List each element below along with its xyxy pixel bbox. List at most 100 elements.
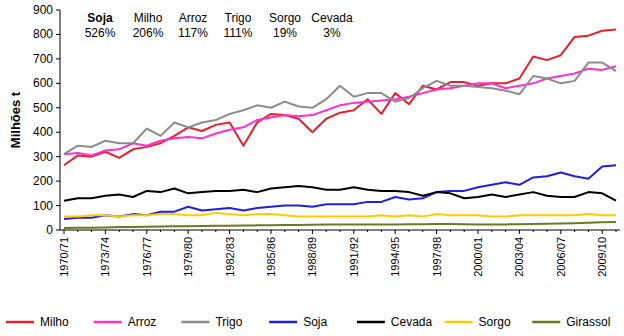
x-tick-label: 1988/89 [306,237,318,277]
x-tick-label: 2000/01 [472,237,484,277]
x-tick [616,230,617,232]
legend-label: Girassol [566,315,610,329]
annotation-label: Milho [134,11,163,25]
x-tick-label: 1979/80 [182,237,194,277]
series-line [64,63,616,155]
annotation-label: Trigo [225,11,252,25]
legend-label: Sorgo [479,315,511,329]
series-line [64,165,616,219]
legend-label: Arroz [128,315,157,329]
annotation-text: 3% [323,26,341,40]
annotation-label: Sorgo [269,11,301,25]
x-tick [353,230,354,234]
legend-swatch [445,321,473,324]
y-tick-label: 100 [33,199,53,213]
series-line [64,30,616,166]
x-tick-label: 1973/74 [99,237,111,277]
x-tick [133,230,134,232]
x-tick [505,230,506,232]
legend-swatch [532,321,560,324]
x-tick [243,230,244,232]
x-tick-label: 2006/07 [555,237,567,277]
legend-swatch [357,321,385,324]
series-line [64,186,616,201]
annotation-text: 111% [224,26,253,40]
annotation-label: Soja [87,11,113,25]
y-tick-label: 800 [33,27,53,41]
x-tick-label: 1970/71 [58,237,70,277]
x-tick [547,230,548,232]
y-tick [56,132,60,133]
x-tick [271,230,272,234]
x-tick [450,230,451,232]
x-tick-label: 2003/04 [513,237,525,277]
y-tick [56,34,60,35]
x-tick [436,230,437,234]
x-tick [478,230,479,234]
chart: 0100200300400500600700800900Milhões t197… [0,0,624,336]
legend-swatch [269,321,297,324]
y-tick-label: 700 [33,52,53,66]
x-tick [146,230,147,234]
y-tick [56,156,60,157]
y-tick [56,230,60,231]
x-tick [588,230,589,232]
x-tick-label: 1982/83 [224,237,236,277]
legend-label: Trigo [215,315,242,329]
series-line [64,66,616,155]
x-tick [381,230,382,232]
x-tick [188,230,189,234]
x-tick-label: 1997/98 [431,237,443,277]
x-tick [298,230,299,232]
x-tick [464,230,465,232]
x-tick [119,230,120,232]
annotation-text: 206% [133,26,164,40]
annotation-text: 19% [273,26,297,40]
x-tick [284,230,285,232]
series-line [64,222,616,228]
y-tick-label: 900 [33,3,53,17]
y-tick-label: 200 [33,174,53,188]
x-tick [409,230,410,232]
legend: MilhoArrozTrigoSojaCevadaSorgoGirassol [6,315,610,329]
y-tick-label: 600 [33,76,53,90]
x-tick [422,230,423,232]
plot-lines [64,30,616,228]
legend-swatch [181,321,209,324]
x-tick [340,230,341,232]
x-tick [395,230,396,234]
x-tick [560,230,561,234]
x-tick [533,230,534,232]
y-tick [56,58,60,59]
y-tick [56,83,60,84]
x-tick [519,230,520,234]
legend-swatch [94,321,122,324]
x-tick [326,230,327,232]
y-tick [56,10,60,11]
y-axis-label: Milhões t [8,91,23,148]
legend-label: Cevada [391,315,433,329]
annotation-label: Cevada [311,11,353,25]
y-tick [56,107,60,108]
y-tick [56,181,60,182]
y-tick-label: 300 [33,150,53,164]
x-tick [215,230,216,232]
x-tick [312,230,313,234]
x-tick [602,230,603,234]
y-tick-label: 0 [46,223,53,237]
x-tick [229,230,230,234]
x-tick-label: 1994/95 [389,237,401,277]
x-tick [202,230,203,232]
y-tick-label: 500 [33,101,53,115]
annotation-label: Arroz [179,11,208,25]
series-line [64,213,616,217]
y-axis [60,10,61,230]
legend-swatch [6,321,34,324]
x-tick [174,230,175,232]
y-tick [56,205,60,206]
x-tick [64,230,65,234]
x-tick [77,230,78,232]
legend-label: Soja [303,315,327,329]
x-tick-label: 2009/10 [596,237,608,277]
x-tick-label: 1985/86 [265,237,277,277]
